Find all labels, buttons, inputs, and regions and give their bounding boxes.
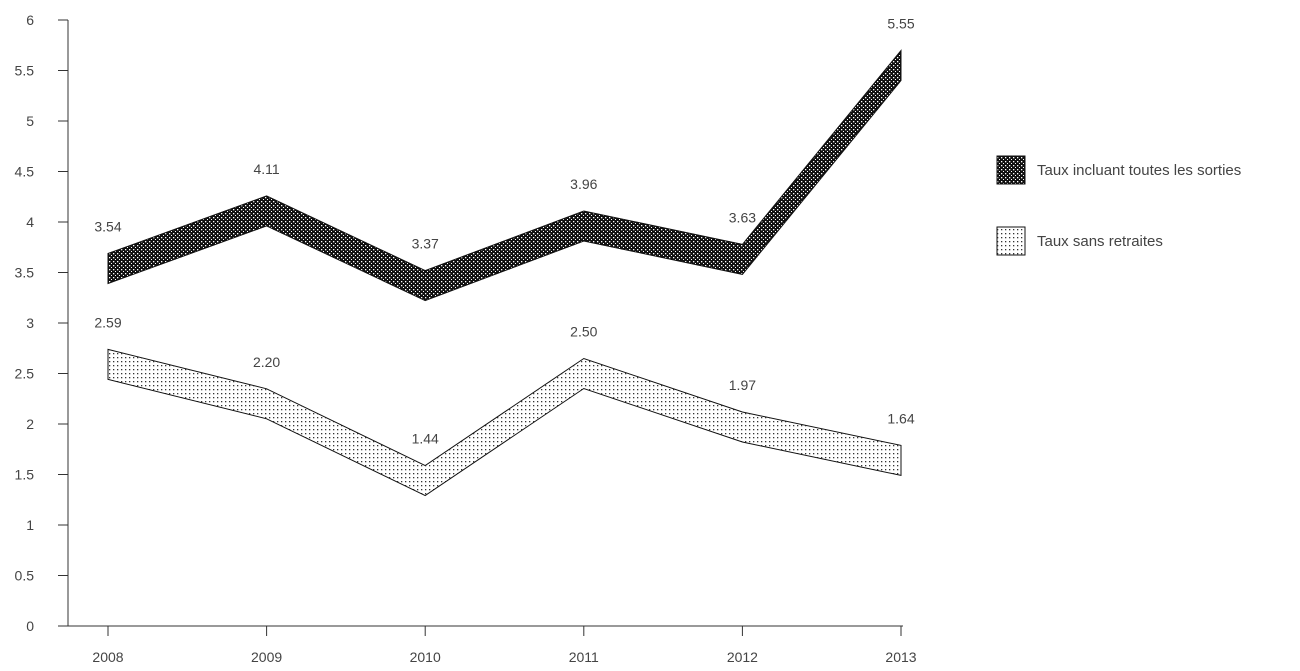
data-label: 5.55: [887, 15, 914, 31]
data-label: 3.54: [94, 218, 121, 234]
y-tick-label: 5.5: [15, 63, 35, 79]
y-tick-label: 1: [26, 517, 34, 533]
y-tick-label: 2.5: [15, 366, 35, 382]
legend-label: Taux sans retraites: [1037, 233, 1163, 250]
data-label: 1.44: [412, 431, 439, 447]
x-tick-label: 2012: [727, 649, 758, 665]
data-label: 3.96: [570, 176, 597, 192]
x-tick-label: 2011: [569, 649, 599, 665]
data-label: 1.64: [887, 410, 914, 426]
x-tick-label: 2013: [885, 649, 916, 665]
data-label: 2.20: [253, 354, 280, 370]
series-band-1: [108, 51, 901, 301]
y-tick-label: 1.5: [15, 467, 35, 483]
y-tick-label: 2: [26, 416, 34, 432]
legend-swatch: [997, 156, 1025, 184]
y-tick-label: 0.5: [15, 568, 35, 584]
y-tick-label: 6: [26, 12, 34, 28]
legend: Taux incluant toutes les sorties Taux san…: [997, 156, 1241, 255]
legend-label: Taux incluant toutes les sorties: [1037, 162, 1241, 179]
data-label: 2.50: [570, 324, 597, 340]
data-label: 3.37: [412, 236, 439, 252]
legend-swatch: [997, 227, 1025, 255]
y-tick-label: 4.5: [15, 164, 35, 180]
x-tick-label: 2008: [92, 649, 123, 665]
data-label: 2.59: [94, 314, 121, 330]
x-tick-label: 2009: [251, 649, 282, 665]
data-label: 3.63: [729, 209, 756, 225]
series-bands: [108, 51, 901, 496]
y-tick-label: 3: [26, 315, 34, 331]
y-tick-label: 5: [26, 113, 34, 129]
y-tick-label: 3.5: [15, 265, 35, 281]
series-band-2: [108, 349, 901, 495]
y-tick-label: 0: [26, 618, 34, 634]
data-label: 1.97: [729, 377, 756, 393]
y-tick-label: 4: [26, 214, 34, 230]
data-label: 4.11: [253, 161, 279, 177]
x-tick-label: 2010: [410, 649, 441, 665]
